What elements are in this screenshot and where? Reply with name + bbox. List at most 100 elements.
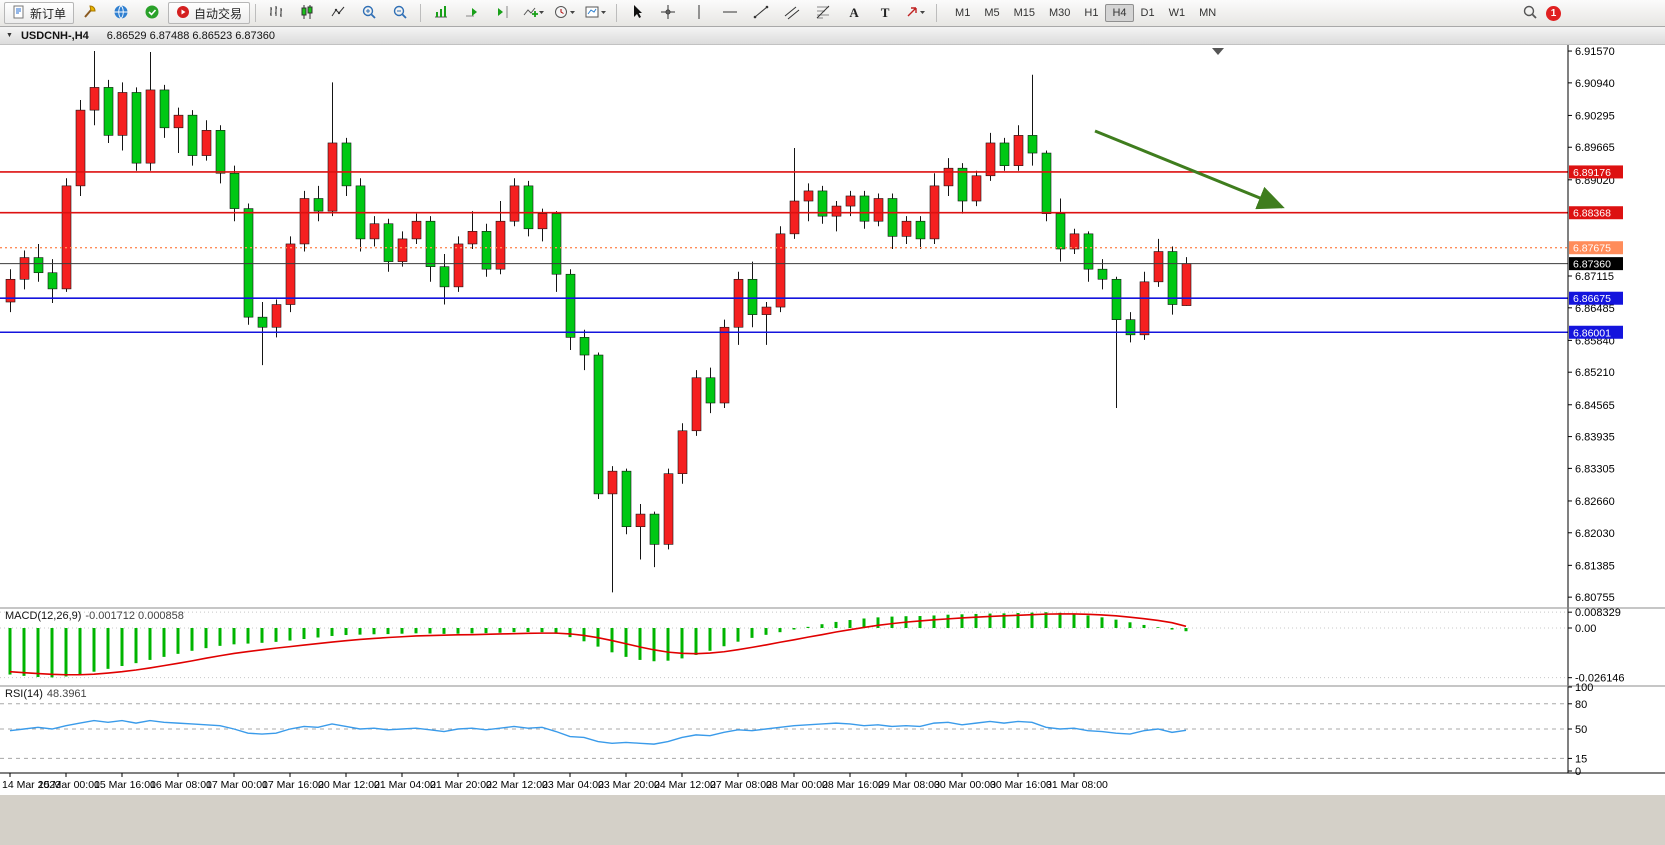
community-button[interactable]: [106, 2, 136, 24]
crosshair-tool-button[interactable]: [653, 2, 683, 24]
horizontal-line-tool-button[interactable]: [715, 2, 745, 24]
rsi-level-label: 80: [1575, 699, 1587, 711]
zoom-out-button[interactable]: [385, 2, 415, 24]
time-tick-label: 14 Mar 2023: [2, 779, 61, 791]
macd-axis-label: -0.026146: [1575, 673, 1625, 685]
metaeditor-button[interactable]: [75, 2, 105, 24]
candlestick-chart-button[interactable]: [292, 2, 322, 24]
time-tick-label: 16 Mar 08:00: [150, 779, 212, 791]
indicators-button[interactable]: [426, 2, 456, 24]
timeframe-button-m5[interactable]: M5: [984, 7, 1000, 19]
svg-text:6.86001: 6.86001: [1573, 327, 1611, 339]
timeframe-button-h1[interactable]: H1: [1084, 7, 1099, 19]
timeframe-button-mn[interactable]: MN: [1199, 7, 1217, 19]
time-tick-label: 17 Mar 00:00: [206, 779, 268, 791]
periods-button[interactable]: [550, 2, 580, 24]
axe-icon: [82, 4, 98, 23]
time-tick-label: 20 Mar 12:00: [318, 779, 380, 791]
timeframe-button-h4[interactable]: H4: [1105, 4, 1134, 22]
vertical-line-tool-button[interactable]: [684, 2, 714, 24]
timeframe-button-w1[interactable]: W1: [1168, 7, 1186, 19]
time-tick-label: 21 Mar 04:00: [374, 779, 436, 791]
time-tick-label: 23 Mar 20:00: [598, 779, 660, 791]
svg-text:6.87675: 6.87675: [1573, 243, 1611, 255]
price-badge-6.87675: [1569, 241, 1623, 255]
auto-scroll-icon: [464, 4, 480, 23]
notification-badge[interactable]: 1: [1546, 5, 1561, 21]
time-tick-label: 15 Mar 16:00: [94, 779, 156, 791]
toolbar-separator: [420, 4, 422, 22]
auto-trading-button[interactable]: 自动交易: [168, 2, 251, 24]
macd-axis-label: 0.008329: [1575, 607, 1621, 619]
trend-arrow[interactable]: [1094, 129, 1285, 210]
text-tool-button[interactable]: A: [839, 2, 869, 24]
globe-icon: [113, 4, 129, 23]
price-badge-6.87360: [1569, 257, 1623, 271]
bar-chart-icon: [268, 4, 284, 23]
auto-trading-label: 自动交易: [194, 6, 243, 21]
time-tick-label: 24 Mar 12:00: [654, 779, 716, 791]
timeframe-button-m30[interactable]: M30: [1049, 7, 1071, 19]
window-menu-icon[interactable]: ▼: [6, 32, 13, 39]
timeframe-button-d1[interactable]: D1: [1140, 7, 1155, 19]
chart-canvas[interactable]: 6.915706.909406.902956.896656.890206.871…: [0, 45, 1665, 795]
auto-trading-icon: [176, 5, 190, 22]
chart-title-bar[interactable]: ▼ USDCNH-,H4 6.86529 6.87488 6.86523 6.8…: [0, 27, 1665, 45]
chart-window: ▼ USDCNH-,H4 6.86529 6.87488 6.86523 6.8…: [0, 27, 1665, 795]
price-tick-label: 6.86485: [1575, 303, 1615, 315]
vertical-line-icon: [691, 4, 707, 23]
rsi-line: [9, 719, 1187, 745]
price-tick-label: 6.89665: [1575, 142, 1615, 154]
svg-text:6.89176: 6.89176: [1573, 167, 1611, 179]
fibonacci-tool-button[interactable]: [808, 2, 838, 24]
new-order-button[interactable]: 新订单: [4, 2, 75, 24]
bar-chart-button[interactable]: [261, 2, 291, 24]
text-icon: A: [849, 5, 859, 20]
toolbar-separator: [936, 4, 938, 22]
line-chart-button[interactable]: [323, 2, 353, 24]
time-tick-label: 28 Mar 16:00: [822, 779, 884, 791]
time-tick-label: 22 Mar 12:00: [486, 779, 548, 791]
label-icon: T: [880, 5, 890, 20]
chart-shift-marker[interactable]: [1212, 48, 1224, 55]
arrows-tool-button[interactable]: [901, 2, 931, 24]
time-tick-label: 15 Mar 00:00: [38, 779, 100, 791]
time-tick-label: 27 Mar 08:00: [710, 779, 772, 791]
svg-text:6.86675: 6.86675: [1573, 293, 1611, 305]
market-button[interactable]: [137, 2, 167, 24]
search-button[interactable]: [1515, 2, 1545, 24]
zoom-in-icon: [361, 4, 377, 23]
rsi-level-label: 100: [1575, 682, 1593, 694]
add-indicator-button[interactable]: [519, 2, 549, 24]
price-tick-label: 6.87115: [1575, 271, 1614, 283]
horizontal-line-icon: [722, 4, 738, 23]
price-tick-label: 6.90295: [1575, 110, 1615, 122]
price-badge-6.86001: [1569, 325, 1623, 339]
trendline-tool-button[interactable]: [746, 2, 776, 24]
chart-ohlc: 6.86529 6.87488 6.86523 6.87360: [106, 29, 275, 42]
rsi-level-label: 15: [1575, 753, 1587, 765]
cursor-tool-button[interactable]: [622, 2, 652, 24]
channel-tool-button[interactable]: [777, 2, 807, 24]
label-tool-button[interactable]: T: [870, 2, 900, 24]
timeframe-button-m15[interactable]: M15: [1013, 7, 1035, 19]
cursor-icon: [629, 4, 645, 23]
svg-text:6.88368: 6.88368: [1573, 208, 1611, 220]
time-tick-label: 30 Mar 16:00: [990, 779, 1052, 791]
price-tick-label: 6.82030: [1575, 528, 1615, 540]
add-indicator-icon: [523, 4, 545, 23]
rsi-level-label: 50: [1575, 724, 1587, 736]
templates-button[interactable]: [581, 2, 611, 24]
arrow-shape-icon: [905, 4, 927, 23]
auto-scroll-button[interactable]: [457, 2, 487, 24]
macd-histogram: [8, 612, 1188, 678]
price-tick-label: 6.82660: [1575, 496, 1615, 508]
timeframe-button-m1[interactable]: M1: [955, 7, 971, 19]
price-badge-6.89176: [1569, 165, 1623, 179]
price-tick-label: 6.80755: [1575, 592, 1615, 604]
zoom-in-button[interactable]: [354, 2, 384, 24]
chart-shift-button[interactable]: [488, 2, 518, 24]
price-tick-label: 6.85210: [1575, 367, 1615, 379]
price-tick-label: 6.81385: [1575, 560, 1615, 572]
trendline-icon: [753, 4, 769, 23]
